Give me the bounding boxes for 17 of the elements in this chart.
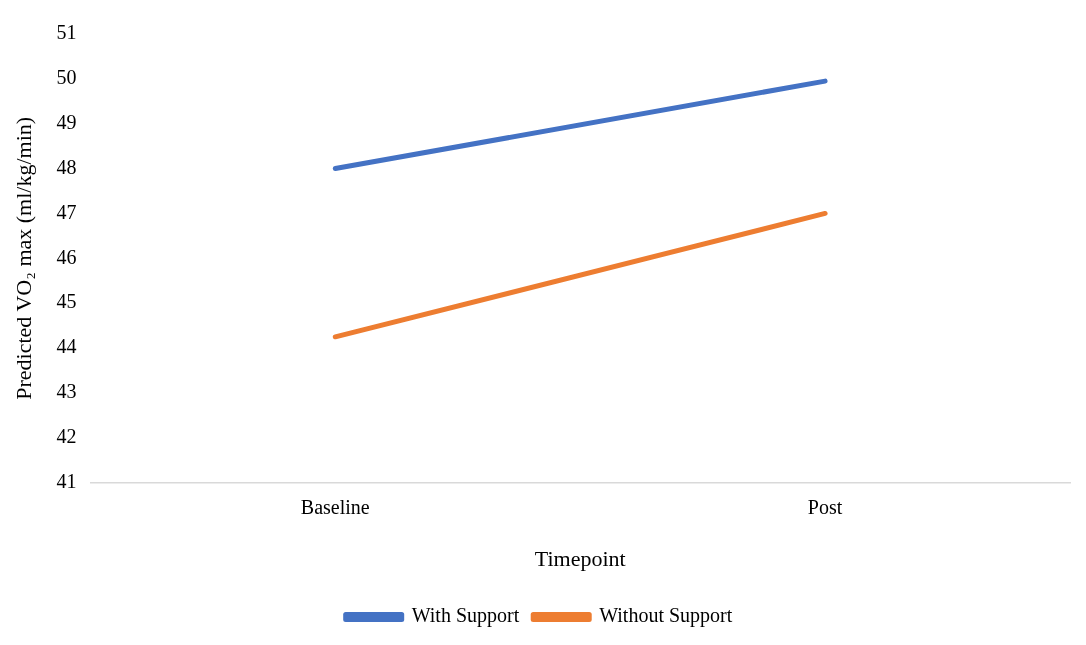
y-tick-label: 41: [56, 469, 77, 492]
y-tick-label: 46: [56, 245, 77, 268]
y-tick-label: 48: [56, 155, 77, 178]
x-tick-label: Baseline: [300, 495, 370, 518]
legend-label: With Support: [411, 604, 520, 628]
y-tick-label: 42: [56, 424, 77, 447]
x-tick-label: Post: [807, 495, 843, 518]
x-axis-title: Timepoint: [534, 545, 626, 571]
y-tick-label: 44: [56, 335, 77, 358]
y-tick-label: 45: [56, 290, 77, 313]
legend-label: Without Support: [599, 604, 733, 628]
y-tick-label: 47: [56, 200, 77, 223]
y-tick-label: 51: [56, 21, 77, 44]
y-axis-title: Predicted VO₂ max (ml/kg/min): [10, 116, 36, 400]
y-tick-label: 43: [56, 380, 77, 403]
y-tick-label: 50: [56, 66, 77, 89]
y-tick-label: 49: [56, 110, 77, 133]
